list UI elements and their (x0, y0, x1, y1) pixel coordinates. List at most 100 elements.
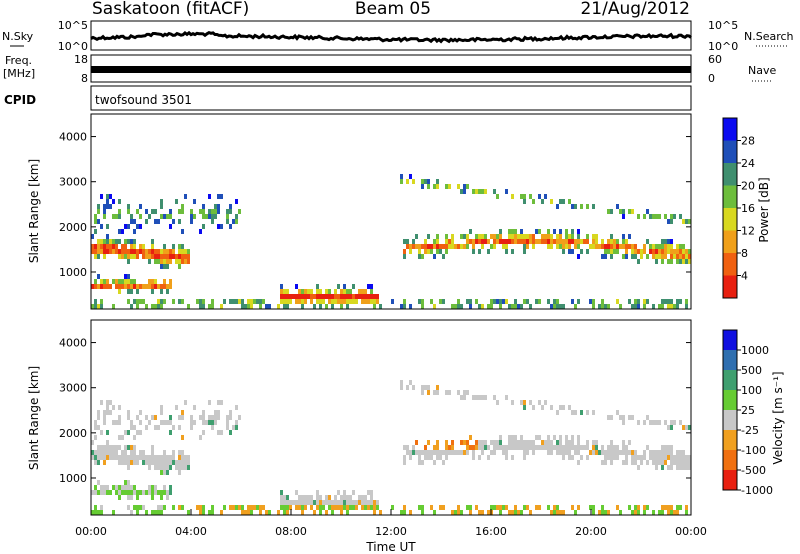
velocity-cell (94, 505, 97, 510)
velocity-cell (127, 505, 130, 510)
power-cell (376, 294, 379, 299)
velocity-cell (682, 460, 685, 465)
velocity-cell (181, 455, 184, 460)
power-cell (130, 239, 133, 244)
power-cell (577, 244, 580, 249)
power-cell (136, 209, 139, 214)
power-cell (295, 299, 298, 304)
power-cell (118, 229, 121, 234)
power-cell (106, 199, 109, 204)
velocity-cell (112, 450, 115, 455)
velocity-cell (421, 385, 424, 390)
power-cell (532, 234, 535, 239)
velocity-cell (352, 500, 355, 505)
power-cell (91, 234, 94, 239)
velocity-cell (520, 445, 523, 450)
velocity-cell (295, 500, 298, 505)
power-cell (190, 219, 193, 224)
velocity-cell (490, 505, 493, 510)
velocity-cell (547, 505, 550, 510)
velocity-cell (604, 460, 607, 465)
power-cell (127, 274, 130, 279)
velocity-cell (646, 505, 649, 510)
velocity-cell (676, 455, 679, 460)
velocity-cell (505, 505, 508, 510)
velocity-cell (679, 420, 682, 425)
velocity-cell (340, 510, 343, 515)
velocity-cell (547, 450, 550, 455)
power-cell (178, 209, 181, 214)
power-cell (676, 259, 679, 264)
power-cell (151, 279, 154, 284)
velocity-cell (496, 505, 499, 510)
velocity-cell (421, 450, 424, 455)
colorbar-segment (723, 230, 737, 254)
power-cell (319, 289, 322, 294)
power-cell (511, 249, 514, 254)
velocity-cell (103, 450, 106, 455)
power-cell (139, 299, 142, 304)
power-cell (277, 304, 280, 309)
power-cell (610, 244, 613, 249)
power-cell (418, 249, 421, 254)
velocity-cell (670, 450, 673, 455)
velocity-cell (232, 425, 235, 430)
power-cell (679, 259, 682, 264)
velocity-cell (121, 485, 124, 490)
velocity-cell (466, 440, 469, 445)
velocity-cell (592, 440, 595, 445)
power-cell (235, 214, 238, 219)
velocity-cell (406, 450, 409, 455)
power-cell (157, 304, 160, 309)
power-cell (685, 259, 688, 264)
velocity-cell (157, 425, 160, 430)
velocity-cell (508, 510, 511, 515)
power-cell (619, 244, 622, 249)
velocity-cell (520, 510, 523, 515)
power-cell (505, 299, 508, 304)
velocity-cell (655, 460, 658, 465)
power-cell (376, 299, 379, 304)
velocity-cell (142, 490, 145, 495)
velocity-cell (502, 445, 505, 450)
power-cell (295, 294, 298, 299)
power-cell (160, 289, 163, 294)
power-cell (373, 304, 376, 309)
power-cell (493, 244, 496, 249)
power-cell (448, 244, 451, 249)
power-cell (484, 234, 487, 239)
power-cell (490, 244, 493, 249)
power-cell (559, 199, 562, 204)
power-cell (577, 234, 580, 239)
power-cell (115, 239, 118, 244)
velocity-cell (163, 505, 166, 510)
colorbar-tick-label: 16 (741, 202, 755, 215)
velocity-cell (289, 505, 292, 510)
power-cell (160, 249, 163, 254)
velocity-cell (589, 505, 592, 510)
velocity-cell (118, 405, 121, 410)
velocity-cell (169, 455, 172, 460)
power-cell (301, 299, 304, 304)
power-cell (139, 249, 142, 254)
velocity-cell (610, 450, 613, 455)
power-cell (550, 234, 553, 239)
power-cell (514, 229, 517, 234)
colorbar-segment (723, 410, 737, 431)
velocity-cell (505, 445, 508, 450)
velocity-cell (100, 450, 103, 455)
power-cell (631, 304, 634, 309)
velocity-cell (340, 500, 343, 505)
velocity-cell (517, 440, 520, 445)
velocity-cell (304, 500, 307, 505)
velocity-cell (421, 510, 424, 515)
velocity-cell (436, 445, 439, 450)
velocity-cell (154, 465, 157, 470)
power-cell (349, 289, 352, 294)
power-cell (679, 249, 682, 254)
power-cell (493, 189, 496, 194)
velocity-cell (616, 445, 619, 450)
power-cell (163, 249, 166, 254)
power-cell (325, 289, 328, 294)
power-cell (334, 299, 337, 304)
